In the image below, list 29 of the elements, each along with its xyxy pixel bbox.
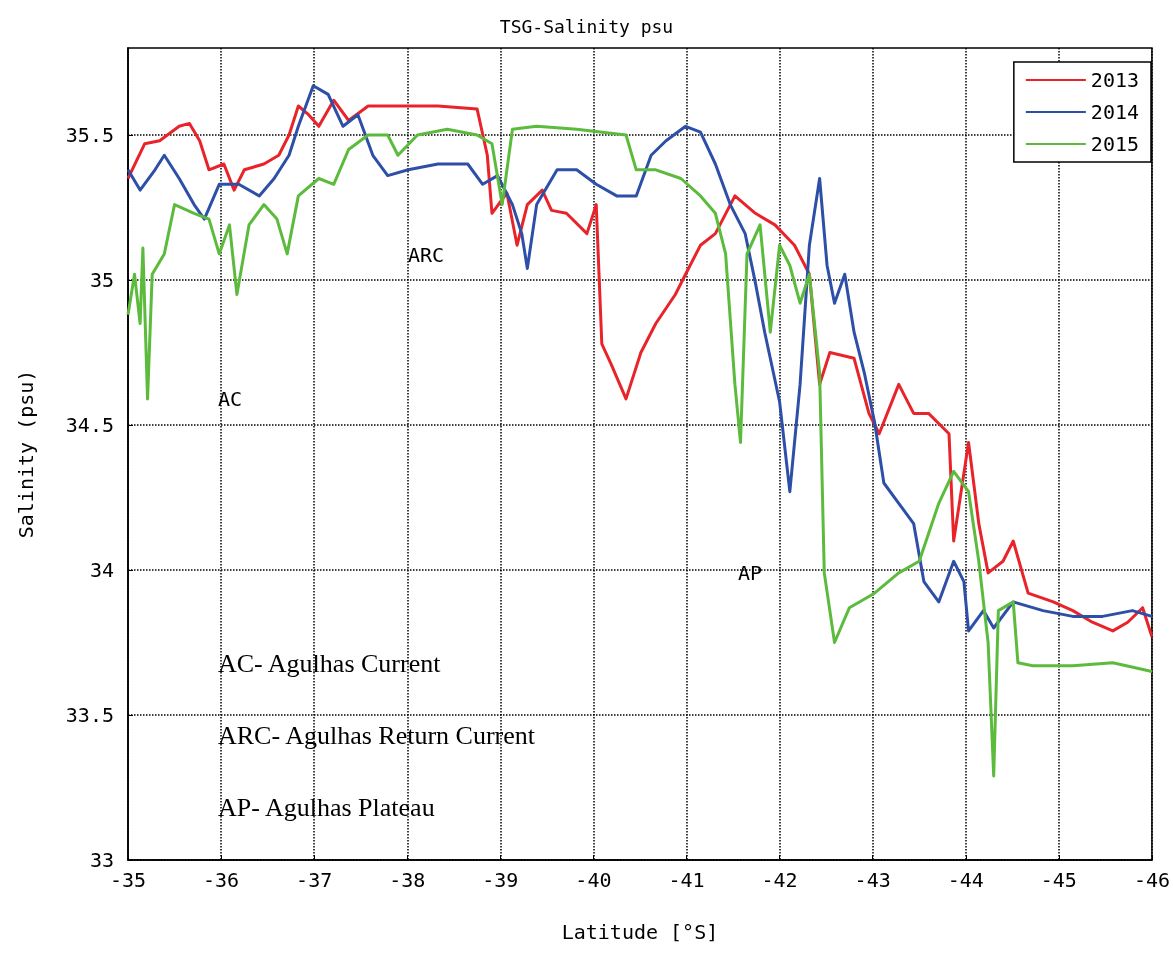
y-axis-title: Salinity (psu) [14, 369, 38, 539]
x-tick-label: -40 [575, 868, 612, 892]
x-tick-label: -41 [668, 868, 705, 892]
x-tick-label: -45 [1040, 868, 1077, 892]
annotation: AC- Agulhas Current [218, 648, 442, 678]
line-series [126, 124, 1154, 778]
annotation: ARC [407, 243, 445, 267]
annotation: AP- Agulhas Plateau [218, 792, 435, 822]
x-tick-label: -37 [296, 868, 333, 892]
x-tick-label: -36 [203, 868, 240, 892]
x-tick-label: -39 [482, 868, 519, 892]
y-tick-label: 34 [89, 558, 114, 582]
y-tick-label: 33.5 [65, 703, 114, 727]
y-tick-label: 34.5 [65, 413, 114, 437]
x-tick-label: -43 [854, 868, 891, 892]
annotation: ARC- Agulhas Return Current [218, 720, 536, 750]
annotation: AC [217, 387, 243, 411]
chart-title: TSG-Salinity psu [499, 15, 674, 37]
x-tick-label: -44 [947, 868, 984, 892]
y-tick-label: 35 [89, 268, 114, 292]
legend-label: 2013 [1090, 68, 1140, 92]
legend-label: 2014 [1090, 100, 1140, 124]
x-tick-label: -46 [1133, 868, 1170, 892]
x-axis-title: Latitude [°S] [561, 920, 719, 944]
x-tick-label: -38 [389, 868, 426, 892]
legend-label: 2015 [1090, 132, 1140, 156]
x-tick-label: -42 [761, 868, 798, 892]
y-tick-label: 35.5 [65, 123, 114, 147]
annotation: AP [737, 561, 763, 585]
